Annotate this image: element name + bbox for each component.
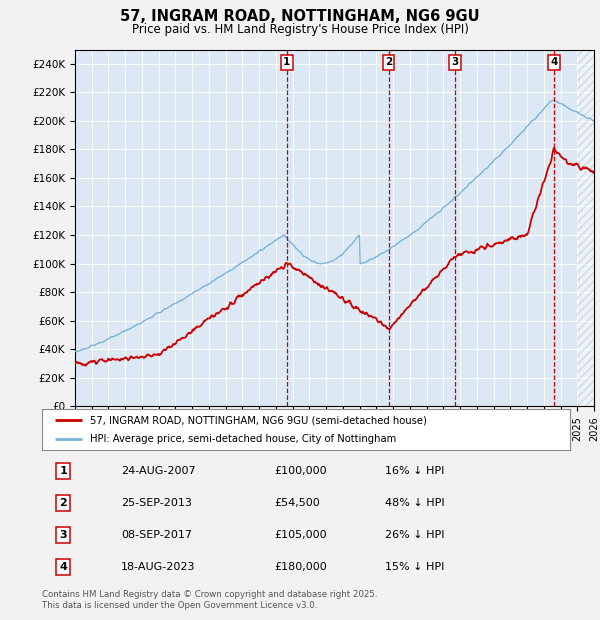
Text: 25-SEP-2013: 25-SEP-2013 bbox=[121, 498, 192, 508]
Text: 3: 3 bbox=[451, 58, 458, 68]
Text: 2: 2 bbox=[59, 498, 67, 508]
Text: £54,500: £54,500 bbox=[274, 498, 320, 508]
Text: 18-AUG-2023: 18-AUG-2023 bbox=[121, 562, 196, 572]
Text: 2: 2 bbox=[385, 58, 392, 68]
Text: This data is licensed under the Open Government Licence v3.0.: This data is licensed under the Open Gov… bbox=[42, 601, 317, 611]
Text: HPI: Average price, semi-detached house, City of Nottingham: HPI: Average price, semi-detached house,… bbox=[89, 433, 396, 444]
Text: Contains HM Land Registry data © Crown copyright and database right 2025.: Contains HM Land Registry data © Crown c… bbox=[42, 590, 377, 600]
Text: 1: 1 bbox=[59, 466, 67, 476]
Text: £180,000: £180,000 bbox=[274, 562, 327, 572]
Text: £105,000: £105,000 bbox=[274, 530, 327, 540]
Text: 57, INGRAM ROAD, NOTTINGHAM, NG6 9GU: 57, INGRAM ROAD, NOTTINGHAM, NG6 9GU bbox=[120, 9, 480, 24]
Text: £100,000: £100,000 bbox=[274, 466, 327, 476]
Text: 08-SEP-2017: 08-SEP-2017 bbox=[121, 530, 192, 540]
Text: 16% ↓ HPI: 16% ↓ HPI bbox=[385, 466, 445, 476]
Text: 57, INGRAM ROAD, NOTTINGHAM, NG6 9GU (semi-detached house): 57, INGRAM ROAD, NOTTINGHAM, NG6 9GU (se… bbox=[89, 415, 427, 425]
Text: 24-AUG-2007: 24-AUG-2007 bbox=[121, 466, 196, 476]
Text: 4: 4 bbox=[59, 562, 67, 572]
Text: 48% ↓ HPI: 48% ↓ HPI bbox=[385, 498, 445, 508]
Text: Price paid vs. HM Land Registry's House Price Index (HPI): Price paid vs. HM Land Registry's House … bbox=[131, 23, 469, 36]
Polygon shape bbox=[577, 50, 594, 406]
Text: 3: 3 bbox=[59, 530, 67, 540]
Text: 26% ↓ HPI: 26% ↓ HPI bbox=[385, 530, 445, 540]
Text: 1: 1 bbox=[283, 58, 290, 68]
Text: 4: 4 bbox=[550, 58, 558, 68]
Text: 15% ↓ HPI: 15% ↓ HPI bbox=[385, 562, 445, 572]
